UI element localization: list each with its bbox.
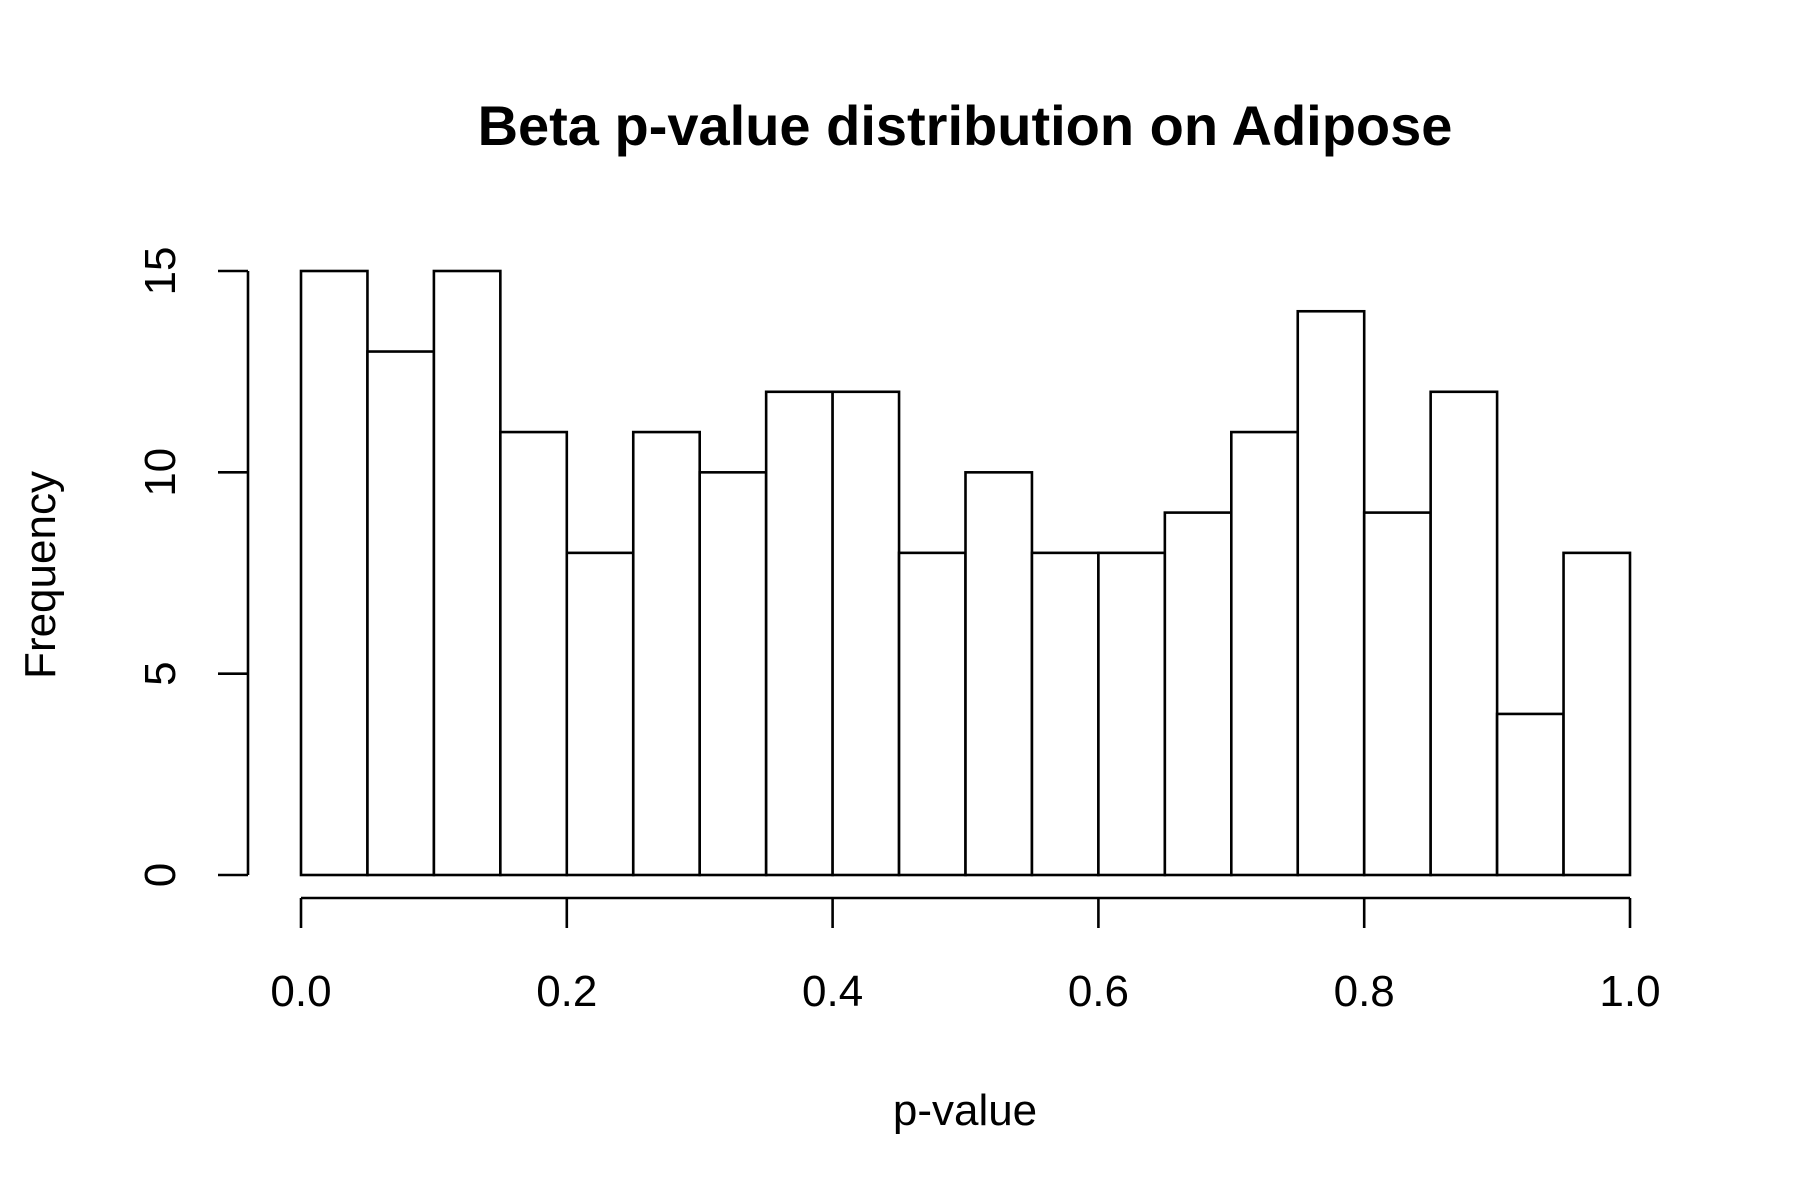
histogram-bar xyxy=(1097,551,1167,877)
histogram-bar xyxy=(764,390,834,877)
bars-group xyxy=(299,269,1632,877)
y-tick-label: 15 xyxy=(136,247,185,296)
chart-title: Beta p-value distribution on Adipose xyxy=(478,94,1453,157)
histogram-bar xyxy=(1296,309,1366,877)
histogram-bar xyxy=(1362,511,1432,877)
histogram-bar xyxy=(1030,551,1100,877)
y-tick-label: 5 xyxy=(136,661,185,685)
histogram-bar xyxy=(565,551,635,877)
y-tick-label: 0 xyxy=(136,863,185,887)
histogram-bar xyxy=(964,471,1034,877)
x-tick-label: 0.6 xyxy=(1068,967,1129,1016)
histogram-bar xyxy=(897,551,967,877)
histogram-bar xyxy=(299,269,369,877)
histogram-bar xyxy=(1495,712,1565,877)
x-tick-label: 0.4 xyxy=(802,967,863,1016)
histogram-bar xyxy=(1163,511,1233,877)
histogram-bar xyxy=(499,430,569,877)
histogram-bar xyxy=(831,390,901,877)
y-axis: 0 5 10 15 xyxy=(136,247,250,887)
histogram-bar xyxy=(1230,430,1300,877)
y-axis-label: Frequency xyxy=(16,471,65,679)
histogram-bar xyxy=(432,269,502,877)
x-tick-label: 0.0 xyxy=(270,967,331,1016)
x-tick-label: 1.0 xyxy=(1599,967,1660,1016)
y-tick-label: 10 xyxy=(136,448,185,497)
x-tick-label: 0.8 xyxy=(1334,967,1395,1016)
x-axis-label: p-value xyxy=(893,1086,1037,1135)
x-tick-label: 0.2 xyxy=(536,967,597,1016)
histogram-bar xyxy=(698,471,768,877)
histogram-bar xyxy=(631,430,701,877)
histogram-bar xyxy=(1562,551,1632,877)
histogram-bar xyxy=(366,350,436,877)
x-axis: 0.0 0.2 0.4 0.6 0.8 1.0 xyxy=(270,896,1661,1016)
histogram-bar xyxy=(1429,390,1499,877)
